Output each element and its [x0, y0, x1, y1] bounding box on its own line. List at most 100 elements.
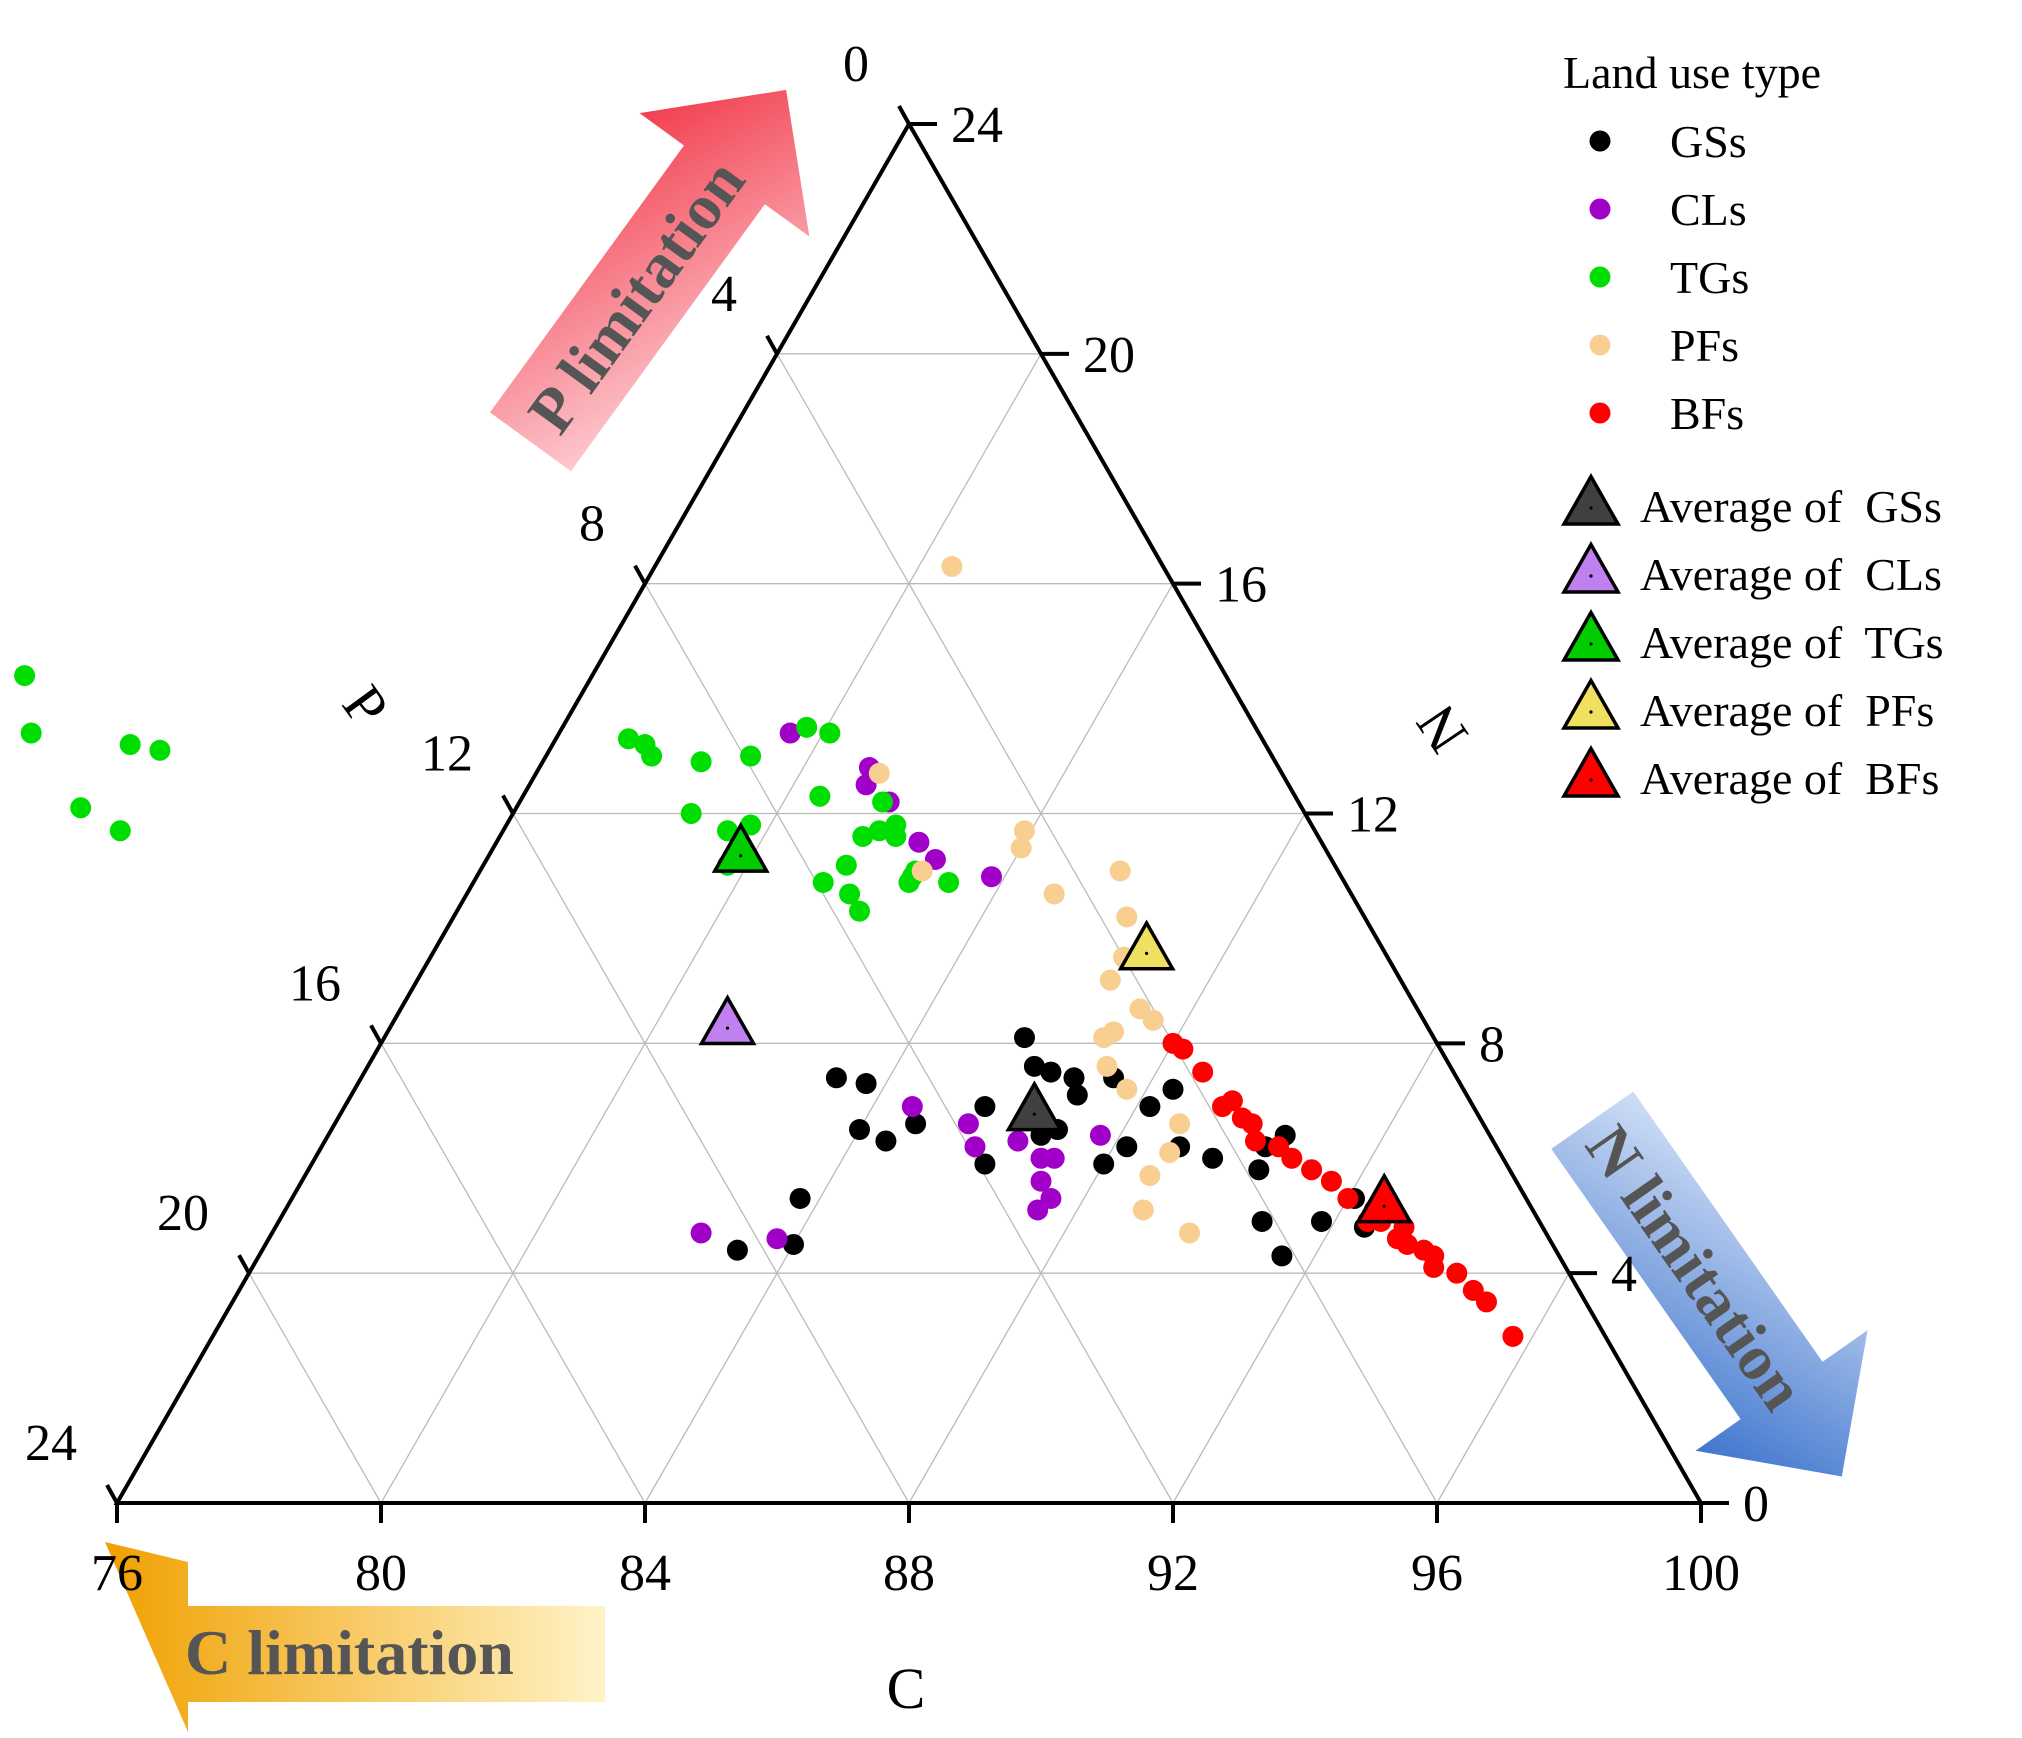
- average-marker-cls: [698, 994, 757, 1046]
- point-pfs: [868, 762, 890, 784]
- legend-marker-bfs: [1589, 402, 1611, 424]
- legend-average-label-cls: Average of CLs: [1640, 549, 1942, 600]
- c-axis-tick-label: 76: [91, 1545, 143, 1602]
- point-cls: [779, 722, 801, 744]
- legend-label-pfs: PFs: [1670, 320, 1739, 371]
- p-axis-tick-label: 16: [289, 955, 341, 1012]
- grid-line-c: [644, 583, 1174, 1504]
- point-bfs: [1301, 1159, 1323, 1181]
- point-gss: [1116, 1136, 1138, 1158]
- legend-average-label-pfs: Average of PFs: [1640, 685, 1934, 736]
- point-tgs: [740, 745, 762, 767]
- point-gss: [1066, 1084, 1088, 1106]
- point-tgs: [641, 745, 663, 767]
- average-marker-dot: [739, 854, 743, 858]
- point-gss: [1162, 1078, 1184, 1100]
- legend-average-dot: [1589, 778, 1593, 782]
- c-axis-tick-label: 84: [619, 1545, 671, 1602]
- point-bfs: [1245, 1130, 1266, 1152]
- p-axis-tick-label: 12: [421, 726, 473, 783]
- legend-marker-tgs: [1589, 266, 1611, 288]
- point-tgs: [839, 883, 861, 905]
- legend-average-marker-bfs: [1560, 744, 1622, 798]
- point-gss: [1251, 1210, 1273, 1232]
- c-axis-tick-label: 80: [355, 1545, 407, 1602]
- point-tgs: [885, 814, 907, 836]
- legend-average-label-gss: Average of GSs: [1640, 481, 1942, 532]
- point-gss: [783, 1233, 804, 1255]
- point-tgs: [680, 803, 702, 824]
- point-gss: [905, 1113, 927, 1135]
- average-marker-dot: [1145, 951, 1149, 956]
- point-pfs: [1014, 820, 1035, 842]
- c-axis-title: C: [887, 1656, 926, 1721]
- point-bfs: [1320, 1170, 1342, 1192]
- n-limitation-arrow: N limitation: [1551, 1091, 1868, 1477]
- point-cls: [964, 1136, 986, 1158]
- point-cls: [981, 866, 1002, 888]
- point-cls: [1027, 1199, 1049, 1221]
- grid-line-p: [512, 813, 910, 1504]
- legend-label-bfs: BFs: [1670, 388, 1744, 439]
- point-gss: [1139, 1096, 1161, 1118]
- n-axis-tick-label: 8: [1479, 1016, 1505, 1073]
- n-limitation-label: N limitation: [1572, 1113, 1819, 1423]
- point-tgs: [690, 751, 712, 773]
- average-marker-bfs: [1355, 1172, 1414, 1224]
- point-bfs: [1446, 1262, 1468, 1284]
- point-tgs: [835, 854, 857, 876]
- c-axis-tick-label: 92: [1147, 1545, 1199, 1602]
- c-limitation-arrow: C limitation: [105, 1542, 605, 1732]
- point-gss: [875, 1130, 897, 1152]
- point-pfs: [1093, 1027, 1115, 1049]
- legend-label-gss: GSs: [1670, 116, 1747, 167]
- average-marker-gss: [1005, 1080, 1064, 1132]
- point-cls: [957, 1113, 979, 1135]
- legend-marker-gss: [1589, 130, 1611, 152]
- point-bfs: [1337, 1187, 1359, 1209]
- c-axis-tick-label: 100: [1662, 1545, 1740, 1602]
- point-pfs: [1096, 1055, 1118, 1077]
- point-gss: [1311, 1210, 1332, 1232]
- point-tgs: [14, 665, 36, 687]
- average-markers: [698, 821, 1414, 1224]
- point-tgs: [938, 871, 960, 893]
- point-pfs: [1139, 1164, 1161, 1186]
- n-axis-title: N: [1403, 693, 1480, 764]
- average-marker-tgs: [711, 821, 770, 873]
- p-axis-tick: [765, 334, 779, 355]
- grid-line-p: [248, 1272, 382, 1504]
- point-tgs: [109, 820, 131, 842]
- point-pfs: [941, 555, 963, 577]
- point-gss: [1063, 1067, 1085, 1089]
- legend-average-marker-tgs: [1560, 608, 1622, 662]
- point-tgs: [149, 739, 171, 761]
- point-gss: [1202, 1147, 1224, 1169]
- point-gss: [855, 1073, 877, 1095]
- legend: Land use type GSs CLs TGs PFs BFs Average of …: [1560, 47, 1944, 804]
- n-axis-tick-label: 20: [1083, 327, 1135, 384]
- point-pfs: [1142, 1009, 1164, 1031]
- legend-title: Land use type: [1563, 47, 1821, 98]
- p-axis-tick-label: 8: [579, 496, 605, 553]
- point-tgs: [812, 871, 834, 893]
- n-axis-tick-label: 16: [1215, 557, 1267, 614]
- point-pfs: [1159, 1142, 1181, 1164]
- point-bfs: [1162, 1032, 1184, 1054]
- point-bfs: [1476, 1291, 1497, 1313]
- p-axis-tick: [369, 1024, 383, 1045]
- point-pfs: [1116, 1078, 1138, 1100]
- average-marker-dot: [725, 1026, 730, 1030]
- grid-line-c: [1436, 1272, 1570, 1504]
- average-marker-dot: [1032, 1112, 1036, 1116]
- point-tgs: [70, 797, 92, 819]
- legend-average-marker-cls: [1560, 540, 1622, 594]
- legend-average-dot: [1589, 710, 1593, 714]
- point-pfs: [1169, 1113, 1191, 1135]
- p-axis-tick-label: 24: [25, 1415, 77, 1472]
- c-limitation-label: C limitation: [185, 1617, 514, 1688]
- point-tgs: [868, 820, 890, 842]
- point-cls: [690, 1222, 712, 1244]
- point-cls: [1030, 1170, 1052, 1192]
- p-axis-tick-label: 20: [157, 1185, 209, 1242]
